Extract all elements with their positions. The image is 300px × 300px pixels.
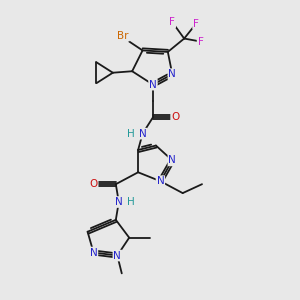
Text: N: N [90, 248, 98, 257]
Text: N: N [168, 69, 176, 79]
Text: N: N [139, 129, 146, 139]
Text: H: H [128, 129, 135, 139]
Text: N: N [157, 176, 164, 186]
Text: F: F [198, 37, 203, 46]
Text: F: F [193, 19, 199, 29]
Text: N: N [168, 155, 176, 165]
Text: Br: Br [118, 31, 129, 40]
Text: O: O [89, 179, 98, 189]
Text: N: N [113, 250, 121, 260]
Text: F: F [169, 17, 175, 27]
Text: N: N [149, 80, 157, 90]
Text: O: O [171, 112, 179, 122]
Text: H: H [127, 197, 135, 207]
Text: N: N [115, 197, 123, 207]
